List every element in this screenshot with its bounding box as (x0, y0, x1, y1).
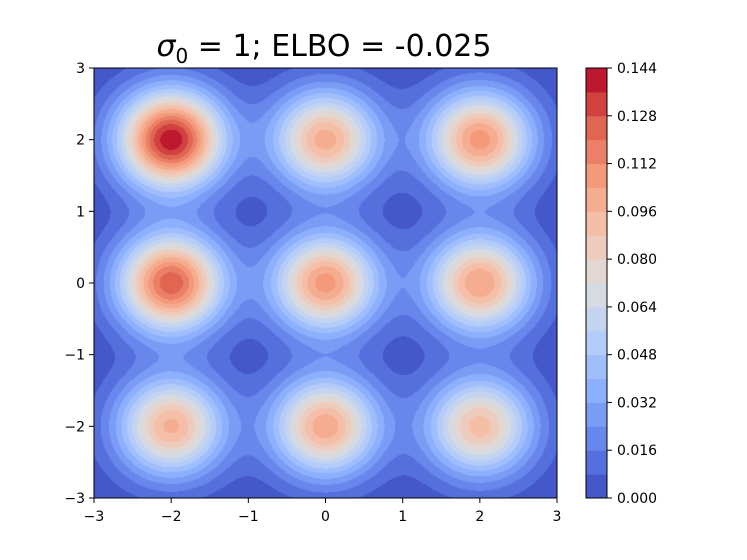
y-tick-label: 1 (76, 204, 85, 220)
colorbar-level (586, 68, 607, 93)
x-tick-label: 0 (321, 509, 330, 525)
colorbar-tick-label: 0.080 (617, 252, 657, 268)
y-tick-label: −3 (64, 491, 85, 507)
colorbar-tick-label: 0.000 (617, 491, 657, 507)
colorbar-tick-label: 0.144 (617, 61, 657, 77)
contour-fill-layer (94, 68, 557, 498)
colorbar-tick-label: 0.096 (617, 204, 657, 220)
colorbar-level (586, 187, 607, 212)
y-tick-label: 2 (76, 133, 85, 149)
colorbar-frame (585, 67, 608, 499)
colorbar-level (586, 330, 607, 356)
colorbar-tick-label: 0.048 (617, 348, 657, 364)
colorbar-tick-label: 0.016 (617, 443, 657, 459)
x-tick-label: 2 (475, 509, 484, 525)
colorbar-level (586, 426, 607, 451)
y-tick-label: 0 (76, 276, 85, 292)
title-subscript: 0 (176, 44, 189, 68)
colorbar-level (586, 378, 607, 403)
colorbar-level (586, 354, 607, 380)
colorbar-tick-label: 0.064 (617, 300, 657, 316)
x-tick-label: −3 (84, 509, 105, 525)
colorbar-level (586, 259, 607, 284)
colorbar-level (586, 163, 607, 188)
x-tick-label: −2 (161, 509, 182, 525)
colorbar-level (586, 402, 607, 427)
colorbar-level (586, 306, 607, 332)
x-axis: −3 −2 −1 0 1 2 3 (84, 498, 562, 525)
y-tick-label: 3 (76, 61, 85, 77)
x-tick-label: 3 (553, 509, 562, 525)
chart-title: σ0 = 1; ELBO = -0.025 (157, 29, 492, 68)
colorbar-level (586, 474, 607, 499)
title-sigma-symbol: σ (157, 29, 177, 64)
y-tick-label: −1 (64, 348, 85, 364)
y-axis: −3 −2 −1 0 1 2 3 (64, 61, 94, 507)
x-tick-label: 1 (398, 509, 407, 525)
contour-fill-image (94, 68, 557, 498)
y-tick-label: −2 (64, 419, 85, 435)
colorbar-axis: 0.000 0.016 0.032 0.048 0.064 0.080 0.096 0.112… (607, 61, 657, 507)
colorbar-level (586, 283, 607, 308)
colorbar-level (586, 115, 607, 141)
title-text: = 1; ELBO = -0.025 (188, 29, 491, 64)
colorbar-tick-label: 0.128 (617, 109, 657, 125)
colorbar-level (586, 211, 607, 236)
colorbar-tick-label: 0.112 (617, 157, 657, 173)
x-tick-label: −1 (238, 509, 259, 525)
colorbar (586, 68, 607, 499)
colorbar-level (586, 235, 607, 260)
colorbar-level (586, 91, 607, 117)
colorbar-level (586, 139, 607, 165)
colorbar-tick-label: 0.032 (617, 395, 657, 411)
colorbar-level (586, 450, 607, 475)
